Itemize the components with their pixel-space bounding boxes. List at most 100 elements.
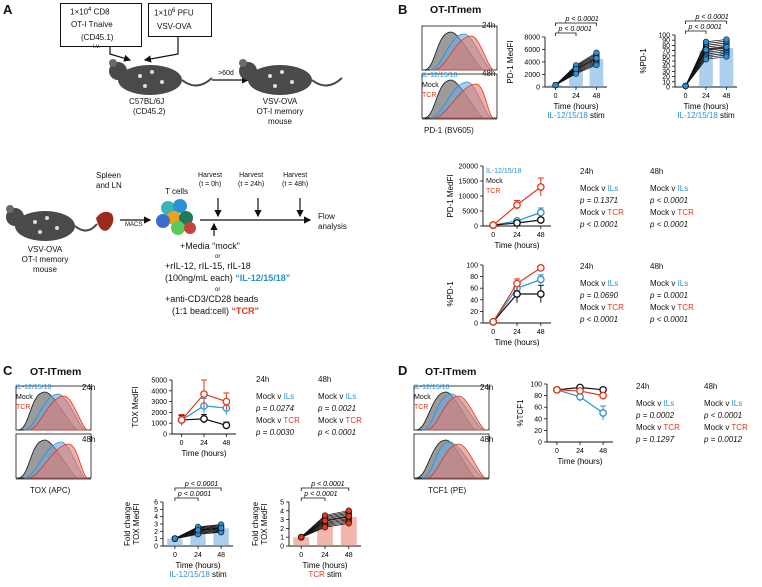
y-tick-label: 60 [662, 53, 670, 60]
data-point [513, 201, 521, 209]
data-point [536, 275, 545, 284]
y-tick-label: 50 [662, 59, 670, 66]
x-axis-label: Time (hours) [181, 449, 226, 458]
histogram-tcr [425, 395, 487, 431]
replicate-point [345, 520, 352, 527]
replicate-point [702, 38, 710, 45]
y-tick-label: 4000 [151, 388, 167, 395]
y-tick-label: 5000 [462, 209, 478, 216]
data-point [513, 279, 521, 288]
replicate-point [572, 65, 580, 73]
replicate-point [702, 46, 710, 53]
replicate-point [682, 82, 689, 90]
y-axis-label: TOX MedFI [132, 503, 141, 544]
y-tick-label: 1 [280, 535, 284, 542]
y-axis-label: %PD-1 [446, 281, 455, 307]
tox-fold-tcr-scatter: 0 1 2 3 45 0 24 48 Time (hours) Fold change TOX Me… [251, 481, 361, 579]
replicate-point [321, 512, 329, 519]
y-tick-label: 3 [280, 517, 284, 524]
significance-bracket [685, 30, 707, 34]
y-tick-label: 60 [470, 286, 478, 293]
legend-entry: Mock [486, 178, 503, 185]
y-tick-label: 4000 [524, 60, 540, 67]
replicate-point [217, 524, 225, 532]
y-axis-label: Fold change [123, 501, 132, 546]
panel-d-histograms [413, 385, 490, 480]
y-tick-label: 3000 [151, 399, 167, 406]
panel-c-label: C [3, 363, 13, 378]
x-tick-label: 24 [200, 440, 208, 447]
panel-b-title: OT-ITmem [430, 4, 482, 16]
data-point [222, 397, 231, 406]
y-tick-label: 20 [470, 309, 478, 316]
legend-entry: TCR [486, 188, 500, 195]
p-value-label: p < 0.0001 [558, 26, 592, 33]
y-axis-label: %PD-1 [639, 48, 648, 74]
y-tick-label: 0 [536, 85, 540, 92]
x-axis-label: Time (hours) [557, 457, 602, 466]
stim-label: TCR stim [308, 570, 342, 579]
y-tick-label: 6000 [524, 47, 540, 54]
y-tick-label: 8000 [524, 35, 540, 42]
replicate-point [593, 61, 600, 69]
y-tick-label: 0 [474, 321, 478, 328]
significance-bracket [300, 497, 326, 501]
replicate-point [194, 527, 202, 534]
y-tick-label: 1 [154, 536, 158, 543]
y-axis-label: TOX MedFI [260, 503, 269, 544]
pd1-medfi-scatter: 0 2000 4000 6000 8000 0 24 48 Time (hours) PD-1 M… [506, 16, 607, 120]
stim-label: IL-12/15/18 stim [169, 570, 227, 579]
x-tick-label: 48 [723, 93, 731, 100]
data-point [222, 421, 231, 430]
x-tick-label: 0 [173, 552, 177, 559]
pd1-medfi-line: 0 5000 10000 15000 20000 0 24 48 Time (hours) PD-… [446, 164, 551, 250]
p-value-label: p < 0.0001 [177, 491, 211, 498]
y-tick-label: 20000 [459, 164, 479, 171]
y-tick-label: 70 [662, 48, 670, 55]
y-tick-label: 80 [534, 393, 542, 400]
replicate-point [723, 53, 730, 60]
stim-label: IL-12/15/18 stim [547, 111, 605, 120]
significance-bracket [555, 22, 597, 26]
y-tick-label: 80 [662, 43, 670, 50]
naive-cells-box: 1×104 CD8 OT-I Tnaive (CD45.1) [60, 3, 142, 47]
histogram-tcr [433, 35, 495, 71]
y-tick-label: 0 [154, 544, 158, 551]
p-value-label: p < 0.0001 [184, 481, 218, 488]
data-point [177, 416, 186, 424]
bar [589, 58, 604, 87]
data-point [599, 409, 607, 417]
x-tick-label: 48 [345, 552, 353, 559]
x-tick-label: 48 [537, 232, 545, 239]
y-axis-label: PD-1 MedFI [506, 40, 515, 83]
y-tick-label: 40 [534, 416, 542, 423]
y-tick-label: 40 [662, 64, 670, 71]
x-tick-label: 0 [180, 440, 184, 447]
replicate-point [321, 517, 329, 524]
replicate-point [723, 44, 730, 51]
data-point [489, 317, 498, 326]
y-tick-label: 30 [662, 69, 670, 76]
significance-bracket [555, 32, 577, 36]
replicate-point [723, 36, 730, 43]
x-axis-label: Time (hours) [302, 561, 347, 570]
panel-c-histograms [15, 385, 92, 480]
x-tick-label: 48 [593, 93, 601, 100]
tcells-icon [156, 199, 196, 235]
significance-bracket [174, 487, 222, 491]
y-tick-label: 60 [534, 405, 542, 412]
pct-tcf1-line: 0 20 40 60 80 100 0 24 48 Time (hours) %TCF1 [516, 382, 613, 466]
y-tick-label: 2000 [151, 410, 167, 417]
p-value-label: p < 0.0001 [303, 491, 337, 498]
virus-box: 1×106 PFU VSV-OVA [148, 3, 212, 37]
histogram-tcr [27, 395, 89, 431]
y-tick-label: 100 [658, 33, 670, 40]
stim-label: IL-12/15/18 stim [677, 111, 735, 120]
x-tick-label: 0 [491, 329, 495, 336]
y-axis-label: Fold change [251, 501, 260, 546]
panel-b-histograms [421, 25, 498, 120]
y-tick-label: 5 [154, 507, 158, 514]
replicate-point [702, 56, 710, 63]
legend-entry: IL-12/15/18 [486, 168, 522, 175]
